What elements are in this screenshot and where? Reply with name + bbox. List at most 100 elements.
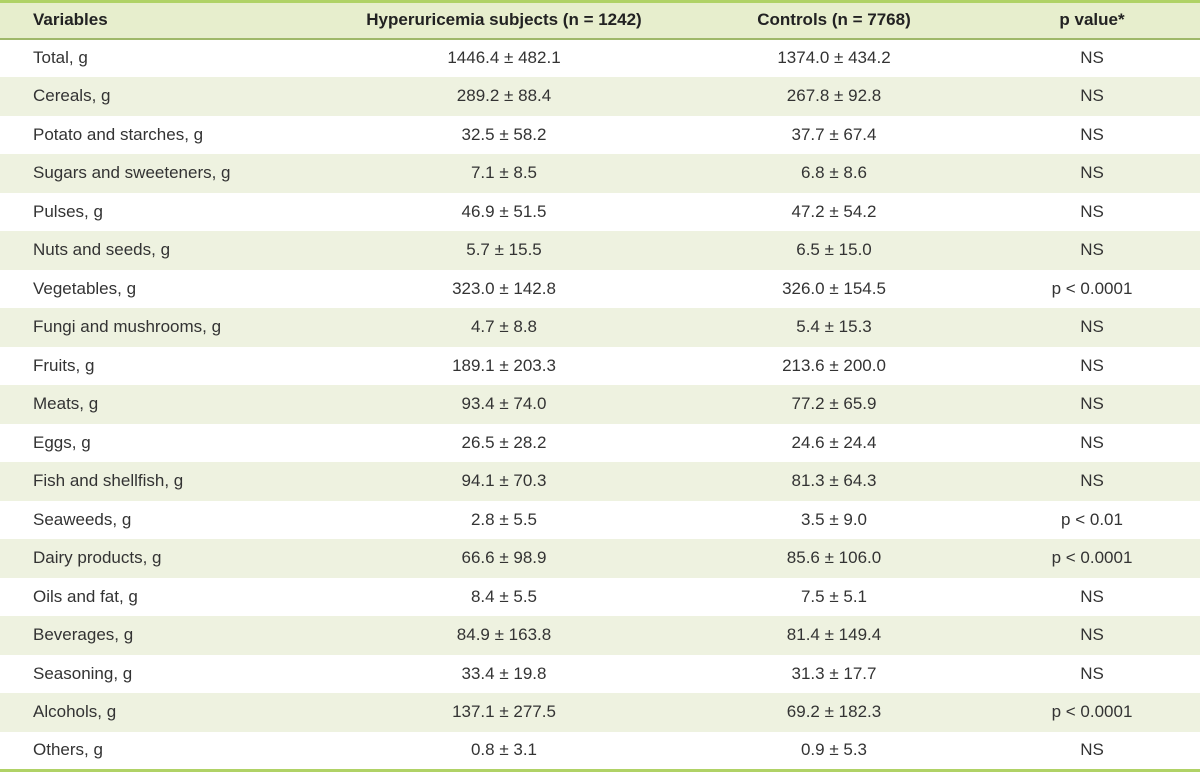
cell-controls-value: 47.2 ± 54.2	[791, 201, 877, 221]
cell-p-value: p < 0.01	[1061, 509, 1123, 529]
cell-variable: Fungi and mushrooms, g	[0, 308, 324, 347]
cell-controls-value: 0.9 ± 5.3	[800, 740, 868, 759]
table-row: Seaweeds, g 2.8 ± 5.5 3.5 ± 9.0 p < 0.01	[0, 501, 1200, 540]
cell-variable: Meats, g	[0, 385, 324, 424]
cell-p-value: NS	[1080, 432, 1104, 452]
header-variables: Variables	[0, 1, 324, 40]
cell-hyperuricemia-value: 4.7 ± 8.8	[324, 308, 684, 347]
cell-variable: Fish and shellfish, g	[0, 462, 324, 501]
cell-variable: Alcohols, g	[0, 693, 324, 732]
cell-p-value: NS	[1080, 663, 1104, 683]
table-row: Eggs, g 26.5 ± 28.2 24.6 ± 24.4 NS	[0, 424, 1200, 463]
cell-variable: Cereals, g	[0, 77, 324, 116]
cell-hyperuricemia-value: 323.0 ± 142.8	[452, 278, 556, 298]
cell-hyperuricemia-value: 137.1 ± 277.5	[324, 693, 684, 732]
cell-p-value: NS	[984, 462, 1200, 501]
cell-variable: Eggs, g	[33, 432, 91, 452]
cell-variable: Vegetables, g	[33, 278, 137, 298]
cell-p-value: p < 0.0001	[984, 693, 1200, 732]
cell-variable: Beverages, g	[0, 616, 324, 655]
cell-hyperuricemia-value: 46.9 ± 51.5	[461, 201, 547, 221]
cell-variable: Others, g	[33, 740, 103, 759]
cell-p-value: NS	[984, 616, 1200, 655]
cell-p-value: NS	[1080, 124, 1104, 144]
cell-p-value: NS	[1080, 201, 1104, 221]
cell-controls-value: 5.4 ± 15.3	[684, 308, 984, 347]
cell-controls-value: 3.5 ± 9.0	[800, 509, 868, 529]
table-row: Alcohols, g 137.1 ± 277.5 69.2 ± 182.3 p…	[0, 693, 1200, 732]
cell-p-value: NS	[984, 77, 1200, 116]
cell-controls-value: 267.8 ± 92.8	[684, 77, 984, 116]
cell-p-value: NS	[1080, 740, 1104, 759]
cell-p-value: NS	[1080, 586, 1104, 606]
cell-hyperuricemia-value: 26.5 ± 28.2	[461, 432, 547, 452]
table-row: Others, g 0.8 ± 3.1 0.9 ± 5.3 NS	[0, 732, 1200, 771]
cell-hyperuricemia-value: 5.7 ± 15.5	[324, 231, 684, 270]
cell-controls-value: 85.6 ± 106.0	[684, 539, 984, 578]
cell-hyperuricemia-value: 33.4 ± 19.8	[461, 663, 547, 683]
header-row: Variables Hyperuricemia subjects (n = 12…	[0, 1, 1200, 40]
cell-variable: Oils and fat, g	[33, 586, 138, 606]
cell-hyperuricemia-value: 0.8 ± 3.1	[470, 740, 538, 759]
cell-p-value: NS	[984, 231, 1200, 270]
cell-hyperuricemia-value: 2.8 ± 5.5	[470, 509, 538, 529]
cell-variable: Potato and starches, g	[33, 124, 204, 144]
cell-controls-value: 1374.0 ± 434.2	[777, 48, 891, 68]
table-row: Seasoning, g 33.4 ± 19.8 31.3 ± 17.7 NS	[0, 655, 1200, 694]
cell-variable: Sugars and sweeteners, g	[0, 154, 324, 193]
table-row: Sugars and sweeteners, g 7.1 ± 8.5 6.8 ±…	[0, 154, 1200, 193]
cell-variable: Seaweeds, g	[33, 509, 132, 529]
cell-p-value: NS	[1080, 355, 1104, 375]
cell-variable: Total, g	[33, 48, 88, 68]
cell-controls-value: 31.3 ± 17.7	[791, 663, 877, 683]
cell-controls-value: 77.2 ± 65.9	[684, 385, 984, 424]
table-row: Potato and starches, g 32.5 ± 58.2 37.7 …	[0, 116, 1200, 155]
table-row: Fish and shellfish, g 94.1 ± 70.3 81.3 ±…	[0, 462, 1200, 501]
table-row: Fruits, g 189.1 ± 203.3 213.6 ± 200.0 NS	[0, 347, 1200, 386]
table-row: Fungi and mushrooms, g 4.7 ± 8.8 5.4 ± 1…	[0, 308, 1200, 347]
cell-controls-value: 81.4 ± 149.4	[684, 616, 984, 655]
cell-p-value: NS	[1080, 48, 1104, 68]
cell-controls-value: 81.3 ± 64.3	[684, 462, 984, 501]
cell-variable: Pulses, g	[33, 201, 103, 221]
cell-hyperuricemia-value: 189.1 ± 203.3	[452, 355, 556, 375]
cell-p-value: NS	[984, 308, 1200, 347]
cell-controls-value: 37.7 ± 67.4	[791, 124, 877, 144]
cell-hyperuricemia-value: 84.9 ± 163.8	[324, 616, 684, 655]
table-row: Oils and fat, g 8.4 ± 5.5 7.5 ± 5.1 NS	[0, 578, 1200, 617]
cell-variable: Nuts and seeds, g	[0, 231, 324, 270]
table-row: Vegetables, g 323.0 ± 142.8 326.0 ± 154.…	[0, 270, 1200, 309]
header-p-value: p value*	[984, 1, 1200, 40]
cell-hyperuricemia-value: 94.1 ± 70.3	[324, 462, 684, 501]
cell-p-value: p < 0.0001	[984, 539, 1200, 578]
cell-p-value: NS	[984, 154, 1200, 193]
cell-p-value: NS	[984, 385, 1200, 424]
table-row: Nuts and seeds, g 5.7 ± 15.5 6.5 ± 15.0 …	[0, 231, 1200, 270]
cell-p-value: p < 0.0001	[1051, 278, 1133, 298]
table-row: Cereals, g 289.2 ± 88.4 267.8 ± 92.8 NS	[0, 77, 1200, 116]
cell-hyperuricemia-value: 32.5 ± 58.2	[461, 124, 547, 144]
header-controls: Controls (n = 7768)	[684, 1, 984, 40]
cell-variable: Seasoning, g	[33, 663, 133, 683]
cell-controls-value: 6.5 ± 15.0	[684, 231, 984, 270]
cell-controls-value: 24.6 ± 24.4	[791, 432, 877, 452]
table-row: Meats, g 93.4 ± 74.0 77.2 ± 65.9 NS	[0, 385, 1200, 424]
cell-hyperuricemia-value: 289.2 ± 88.4	[324, 77, 684, 116]
cell-hyperuricemia-value: 93.4 ± 74.0	[324, 385, 684, 424]
cell-controls-value: 7.5 ± 5.1	[800, 586, 868, 606]
table-row: Dairy products, g 66.6 ± 98.9 85.6 ± 106…	[0, 539, 1200, 578]
cell-controls-value: 326.0 ± 154.5	[782, 278, 886, 298]
cell-hyperuricemia-value: 66.6 ± 98.9	[324, 539, 684, 578]
cell-hyperuricemia-value: 8.4 ± 5.5	[470, 586, 538, 606]
cell-controls-value: 6.8 ± 8.6	[684, 154, 984, 193]
cell-variable: Fruits, g	[33, 355, 95, 375]
cell-variable: Dairy products, g	[0, 539, 324, 578]
cell-hyperuricemia-value: 1446.4 ± 482.1	[447, 48, 561, 68]
cell-controls-value: 213.6 ± 200.0	[782, 355, 886, 375]
cell-controls-value: 69.2 ± 182.3	[684, 693, 984, 732]
header-hyperuricemia-subjects: Hyperuricemia subjects (n = 1242)	[324, 1, 684, 40]
cell-hyperuricemia-value: 7.1 ± 8.5	[324, 154, 684, 193]
table-row: Pulses, g 46.9 ± 51.5 47.2 ± 54.2 NS	[0, 193, 1200, 232]
